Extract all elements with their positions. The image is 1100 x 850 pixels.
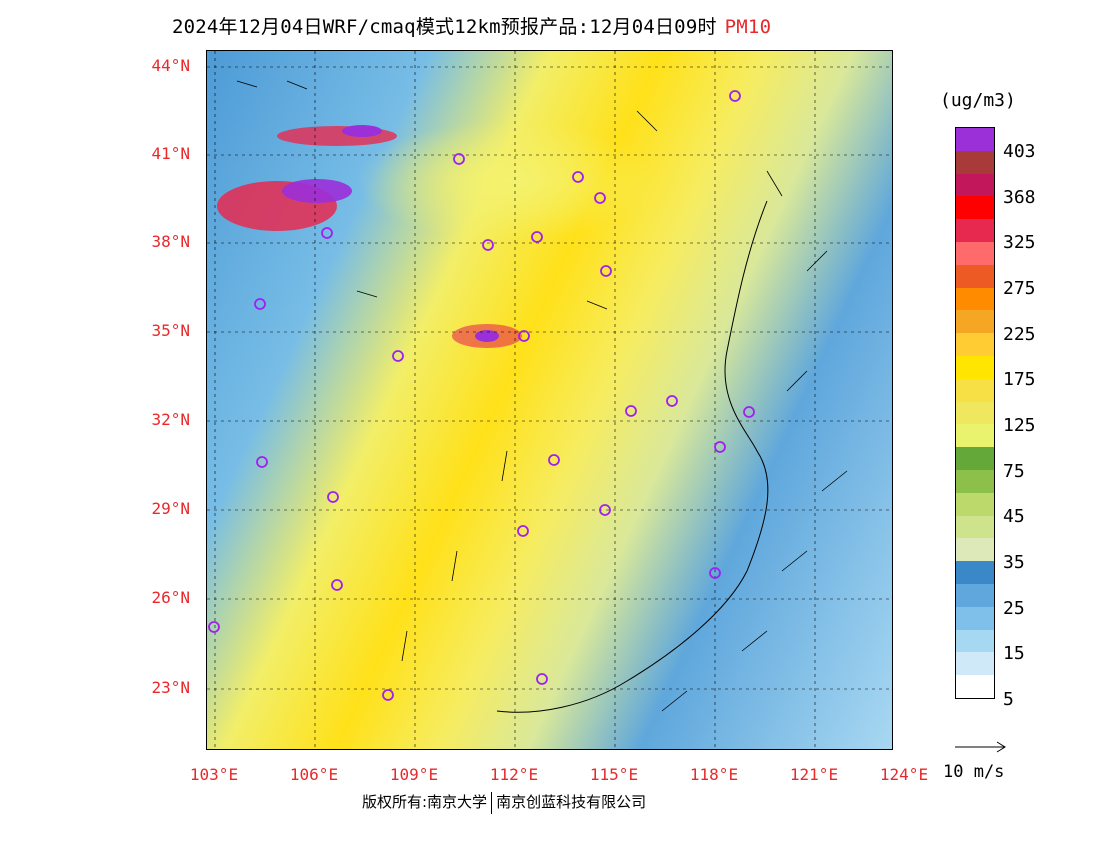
colorbar-swatch (956, 675, 994, 698)
lon-label: 106°E (289, 765, 339, 784)
colorbar-label: 45 (1003, 506, 1025, 527)
lat-label: 29°N (151, 499, 190, 518)
colorbar-label: 125 (1003, 415, 1036, 436)
coastline (496, 200, 769, 713)
city-markers (208, 90, 755, 701)
colorbar-label: 225 (1003, 324, 1036, 345)
hotspot-purple-1 (282, 179, 352, 203)
colorbar-swatch (956, 355, 994, 379)
colorbar-swatch (956, 401, 994, 425)
colorbar-swatch (956, 241, 994, 265)
map-title: 2024年12月04日WRF/cmaq模式12km预报产品:12月04日09时 P… (172, 16, 772, 38)
copyright-divider (491, 791, 493, 814)
graticule (207, 51, 892, 749)
hotspot-purple-2 (342, 125, 382, 137)
colorbar-swatch (956, 583, 994, 607)
colorbar-swatch (956, 219, 994, 242)
colorbar-label: 75 (1003, 461, 1025, 482)
colorbar-label: 5 (1003, 689, 1014, 710)
colorbar-label: 275 (1003, 278, 1036, 299)
pm10-forecast-map (206, 50, 893, 750)
colorbar-label: 15 (1003, 643, 1025, 664)
colorbar-swatch (956, 333, 994, 356)
colorbar-swatch (956, 629, 994, 653)
lat-label: 41°N (151, 144, 190, 163)
colorbar-swatch (956, 652, 994, 676)
wind-reference-label: 10 m/s (943, 762, 1005, 782)
lat-label: 44°N (151, 56, 190, 75)
wind-reference-arrow (955, 741, 1006, 753)
colorbar (955, 127, 995, 699)
lon-label: 112°E (489, 765, 539, 784)
colorbar-label: 35 (1003, 552, 1025, 573)
lat-label: 23°N (151, 678, 190, 697)
lat-label: 38°N (151, 232, 190, 251)
colorbar-swatch (956, 447, 994, 470)
lon-label: 118°E (689, 765, 739, 784)
colorbar-swatch (956, 150, 994, 174)
colorbar-label: 175 (1003, 369, 1036, 390)
colorbar-unit: (ug/m3) (940, 90, 1016, 111)
copyright-left: 版权所有:南京大学 (362, 793, 488, 811)
colorbar-swatch (956, 424, 994, 448)
colorbar-swatch (956, 492, 994, 516)
lon-label: 121°E (789, 765, 839, 784)
colorbar-swatch (956, 378, 994, 402)
colorbar-swatch (956, 173, 994, 197)
hotspot-purple-3 (475, 330, 499, 342)
colorbar-label: 368 (1003, 187, 1036, 208)
colorbar-swatch (956, 310, 994, 334)
colorbar-swatch (956, 469, 994, 493)
lat-label: 26°N (151, 588, 190, 607)
colorbar-label: 325 (1003, 232, 1036, 253)
colorbar-swatch (956, 196, 994, 220)
lon-label: 124°E (879, 765, 929, 784)
copyright-right: 南京创蓝科技有限公司 (496, 793, 647, 811)
pollutant-label: PM10 (724, 16, 772, 38)
colorbar-swatch (956, 287, 994, 311)
lat-label: 32°N (151, 410, 190, 429)
colorbar-swatch (956, 561, 994, 584)
colorbar-swatch (956, 128, 994, 151)
lon-label: 109°E (389, 765, 439, 784)
colorbar-label: 25 (1003, 598, 1025, 619)
map-overlay (207, 51, 892, 749)
lat-label: 35°N (151, 321, 190, 340)
wind-vectors (236, 80, 848, 712)
colorbar-swatch (956, 538, 994, 562)
colorbar-swatch (956, 515, 994, 539)
copyright: 版权所有:南京大学 南京创蓝科技有限公司 (362, 791, 646, 814)
colorbar-swatch (956, 264, 994, 288)
colorbar-label: 403 (1003, 141, 1036, 162)
lon-label: 115°E (589, 765, 639, 784)
lon-label: 103°E (189, 765, 239, 784)
colorbar-swatch (956, 606, 994, 630)
